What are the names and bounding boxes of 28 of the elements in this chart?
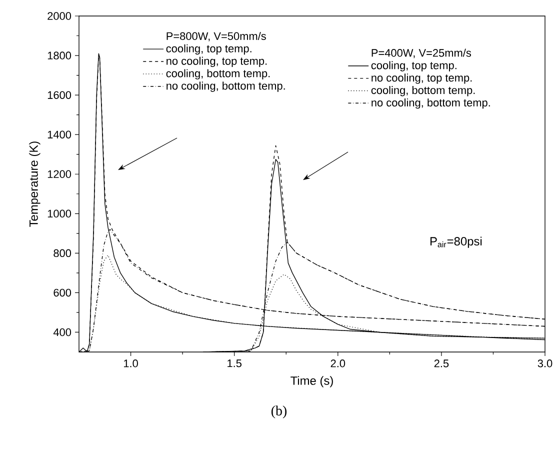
y-tick-label: 1200 xyxy=(48,170,72,178)
y-tick-label: 400 xyxy=(53,328,72,336)
legend-label: no cooling, bottom temp. xyxy=(372,98,490,109)
x-tick-label: 2.0 xyxy=(330,360,346,368)
x-tick-label: 3.0 xyxy=(538,360,552,368)
x-tick-label: 1.5 xyxy=(228,360,242,368)
y-tick-label: 800 xyxy=(54,249,72,258)
text: (b) xyxy=(271,406,287,418)
y-tick-label: 600 xyxy=(54,288,72,297)
legend-label: cooling, top temp. xyxy=(371,61,456,72)
annotation: P=400W, V=25mm/s xyxy=(372,48,472,58)
legend-label: no cooling, top temp. xyxy=(372,74,472,84)
y-tick-label: 1800 xyxy=(48,52,72,60)
y-tick-label: 1600 xyxy=(48,91,72,99)
x-tick-label: 1.0 xyxy=(124,360,138,368)
y-tick-label: 1000 xyxy=(48,210,72,218)
legend-label: cooling, bottom temp. xyxy=(166,69,270,80)
annotation: P$_{air}$=80psi xyxy=(430,236,482,248)
legend-label: no cooling, top temp. xyxy=(166,56,267,67)
legend-label: cooling, top temp. xyxy=(166,44,252,55)
legend-label: no cooling, bottom temp. xyxy=(166,82,285,92)
y-axis-title: Temperature (K) xyxy=(29,142,40,227)
legend-label: cooling, bottom temp. xyxy=(371,86,475,96)
y-tick-label: 1400 xyxy=(48,130,72,138)
annotation: P=800W, V=50mm/s xyxy=(166,32,266,42)
x-tick-label: 2.5 xyxy=(434,360,449,368)
x-axis-title: Time (s) xyxy=(290,376,333,388)
y-tick-label: 2000 xyxy=(48,12,72,20)
